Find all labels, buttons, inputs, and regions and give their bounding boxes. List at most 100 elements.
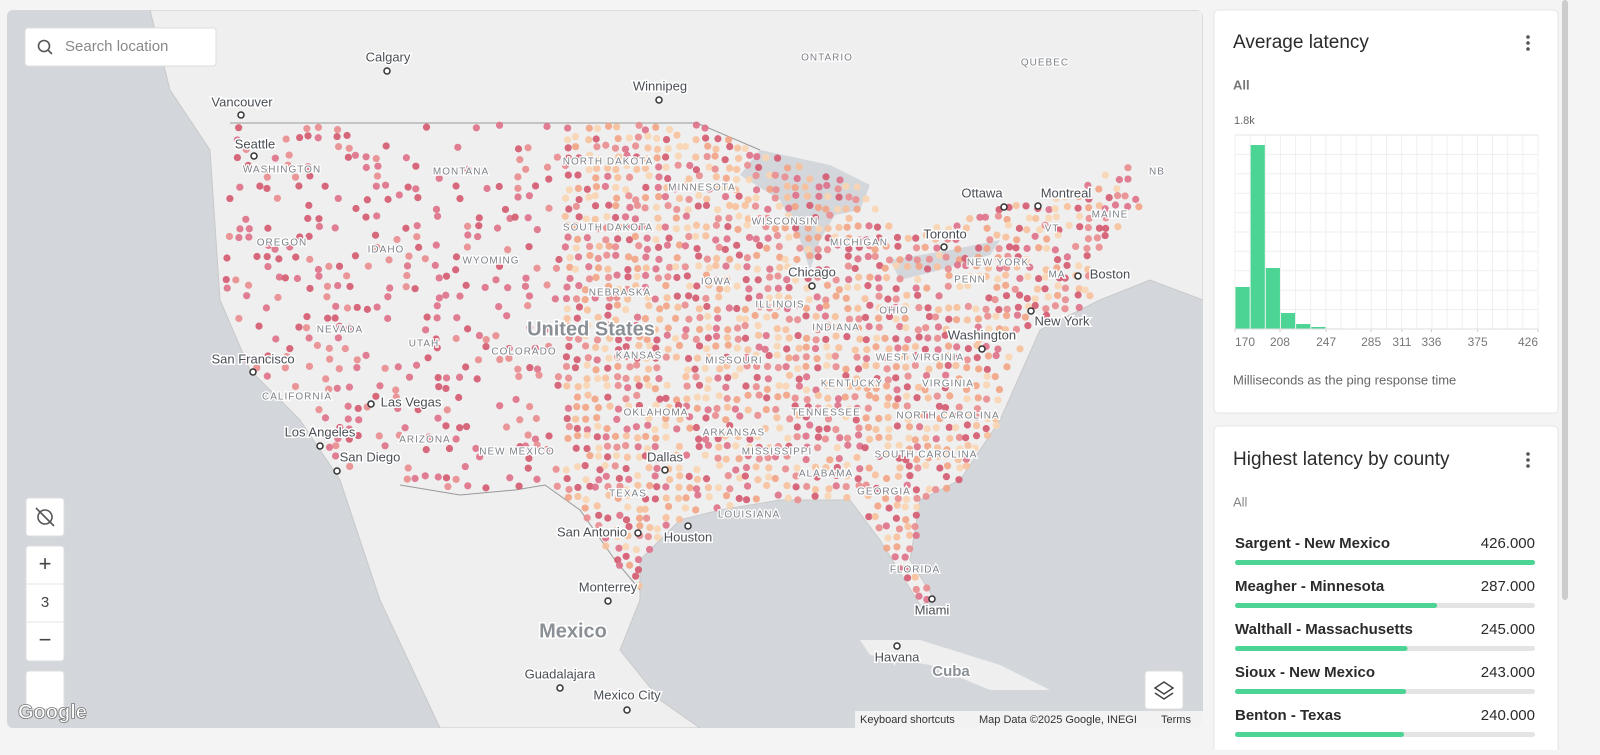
map-dot — [545, 432, 552, 439]
map-dot — [364, 196, 371, 203]
map-dot — [735, 336, 742, 343]
map-dot — [912, 235, 919, 242]
map-dot — [716, 392, 723, 399]
map-dot — [825, 485, 832, 492]
map-dot — [622, 213, 629, 220]
city-label: Boston — [1090, 266, 1130, 281]
map-dot — [852, 346, 859, 353]
map-dot — [892, 402, 899, 409]
city-label: Guadalajara — [525, 666, 597, 681]
map-dot — [564, 136, 571, 143]
map-dot — [736, 412, 743, 419]
scrollbar[interactable] — [1562, 0, 1568, 600]
map-dot — [343, 272, 350, 279]
map-dot — [983, 381, 990, 388]
map-dot — [1084, 252, 1091, 259]
zoom-out[interactable]: − — [39, 627, 52, 652]
menu-button[interactable] — [1526, 452, 1530, 468]
map-dot — [432, 262, 439, 269]
menu-button[interactable] — [1526, 35, 1530, 51]
keyboard-shortcuts[interactable]: Keyboard shortcuts — [860, 714, 955, 726]
map-dot — [734, 263, 741, 270]
map-dot — [564, 435, 571, 442]
terms[interactable]: Terms — [1161, 714, 1191, 726]
map-dot — [784, 164, 791, 171]
map-dot — [456, 424, 463, 431]
map-dot — [912, 343, 919, 350]
zoom-in[interactable]: + — [39, 551, 52, 576]
map-dot — [803, 373, 810, 380]
map-dot — [965, 303, 972, 310]
map-dot — [666, 264, 673, 271]
map-dot — [723, 492, 730, 499]
map-dot — [332, 452, 339, 459]
map-dot — [656, 316, 663, 323]
region-label: ONTARIO — [801, 53, 853, 64]
map-dot — [405, 184, 412, 191]
map-dot — [694, 476, 701, 483]
map-dot — [743, 263, 750, 270]
map-dot — [692, 373, 699, 380]
map-dot — [822, 206, 829, 213]
map-dot — [845, 253, 852, 260]
map-dot — [1014, 312, 1021, 319]
map-dot — [933, 424, 940, 431]
map-dot — [1075, 291, 1082, 298]
city-marker — [685, 523, 691, 529]
map-dot — [585, 354, 592, 361]
layers-button[interactable] — [1145, 671, 1183, 709]
map-dot — [662, 483, 669, 490]
filter-label: All — [1233, 494, 1248, 509]
map-dot — [824, 395, 831, 402]
map-dot — [964, 442, 971, 449]
map-dot — [912, 436, 919, 443]
map-dot — [354, 304, 361, 311]
map-dot — [815, 183, 822, 190]
map-dot — [903, 292, 910, 299]
map-dot — [815, 392, 822, 399]
map-dot — [742, 145, 749, 152]
map-dot — [662, 193, 669, 200]
map-dot — [916, 423, 923, 430]
map-dot — [565, 375, 572, 382]
map-dot — [744, 392, 751, 399]
map-dot — [832, 426, 839, 433]
map-dot — [744, 254, 751, 261]
map-dot — [1052, 302, 1059, 309]
map-dot — [1113, 185, 1120, 192]
map-dot — [664, 175, 671, 182]
map-dot — [424, 354, 431, 361]
locate-button[interactable] — [26, 498, 64, 536]
map-dot — [664, 332, 671, 339]
city-marker — [979, 346, 985, 352]
map-dot — [1086, 292, 1093, 299]
map-dot — [735, 212, 742, 219]
map-dot — [586, 125, 593, 132]
map-dot — [813, 355, 820, 362]
map-dot — [682, 143, 689, 150]
map-dot — [585, 136, 592, 143]
map-dot — [651, 426, 658, 433]
map-dot — [646, 546, 653, 553]
map-dot — [574, 463, 581, 470]
map-dot — [326, 444, 333, 451]
map-dot — [773, 414, 780, 421]
map-dot — [866, 392, 873, 399]
map-dot — [574, 425, 581, 432]
map-dot — [526, 292, 533, 299]
map-dot — [652, 265, 659, 272]
map-dot — [945, 272, 952, 279]
map-dot — [893, 363, 900, 370]
map-dot — [703, 196, 710, 203]
map-dot — [766, 186, 773, 193]
map-dot — [303, 125, 310, 132]
map-dot — [775, 364, 782, 371]
map-dot — [645, 365, 652, 372]
map-dot — [876, 324, 883, 331]
map-dot — [834, 206, 841, 213]
map-dot — [623, 432, 630, 439]
map-dot — [636, 382, 643, 389]
map-dot — [774, 325, 781, 332]
search-box[interactable]: Search location — [25, 28, 216, 66]
